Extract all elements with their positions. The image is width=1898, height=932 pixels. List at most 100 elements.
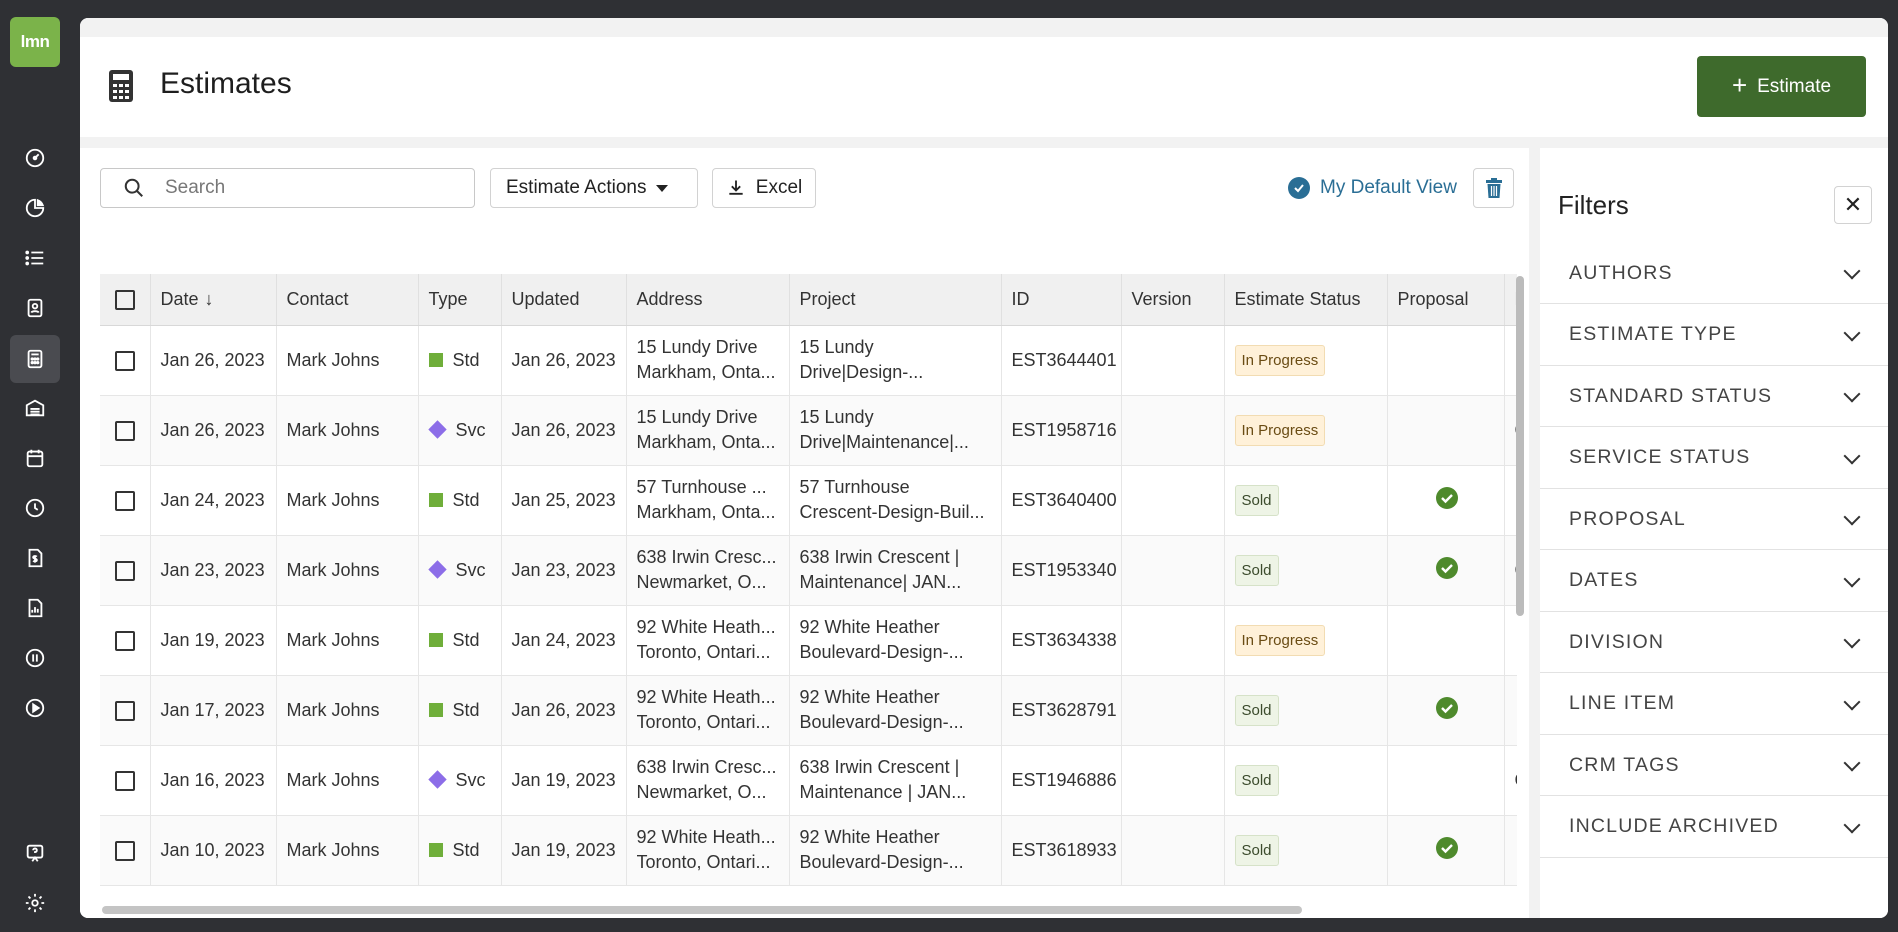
table-row[interactable]: Jan 26, 2023 Mark Johns Svc Jan 26, 2023 15 …: [100, 395, 1517, 466]
column-header-id[interactable]: ID: [1001, 274, 1122, 326]
play-icon[interactable]: [17, 690, 53, 726]
filter-crm-tags[interactable]: CRM TAGS: [1540, 735, 1888, 796]
delete-button[interactable]: [1473, 168, 1514, 208]
vertical-scrollbar[interactable]: [1516, 276, 1524, 616]
row-select-cell[interactable]: [100, 675, 151, 746]
table-row[interactable]: Jan 23, 2023 Mark Johns Svc Jan 23, 2023 638…: [100, 535, 1517, 606]
column-header-version[interactable]: Version: [1121, 274, 1225, 326]
date-cell: Jan 23, 2023: [150, 535, 277, 606]
table-row[interactable]: 513 South Unio...513 South Unionville In …: [100, 885, 1517, 886]
my-default-view-link[interactable]: My Default View: [1288, 170, 1457, 206]
estimate-actions-dropdown[interactable]: Estimate Actions: [490, 168, 698, 208]
horizontal-scrollbar[interactable]: [102, 906, 1302, 914]
date-cell: Jan 26, 2023: [150, 395, 277, 466]
column-header-type[interactable]: Type: [418, 274, 502, 326]
report-doc-icon[interactable]: [17, 590, 53, 626]
filter-line-item[interactable]: LINE ITEM: [1540, 674, 1888, 735]
table-row[interactable]: Jan 17, 2023 Mark Johns Std Jan 26, 2023 92 …: [100, 675, 1517, 746]
invoice-icon[interactable]: [17, 540, 53, 576]
row-checkbox[interactable]: [115, 630, 135, 651]
id-cell[interactable]: EST3618933: [1001, 815, 1122, 886]
select-all-checkbox[interactable]: [115, 289, 135, 310]
list-icon[interactable]: [17, 240, 53, 276]
column-label: Project: [799, 288, 856, 309]
row-checkbox[interactable]: [115, 420, 135, 441]
row-select-cell[interactable]: [100, 465, 151, 536]
service-type-diamond-icon: [427, 559, 447, 579]
dashboard-icon[interactable]: [17, 140, 53, 176]
id-cell[interactable]: EST3644401: [1001, 325, 1122, 396]
calendar-icon[interactable]: [17, 440, 53, 476]
id-cell[interactable]: EST3640400: [1001, 465, 1122, 536]
reports-pie-icon[interactable]: [17, 190, 53, 226]
row-checkbox[interactable]: [115, 840, 135, 861]
id-cell[interactable]: [1001, 885, 1122, 886]
table-row[interactable]: Jan 16, 2023 Mark Johns Svc Jan 19, 2023 638…: [100, 745, 1517, 816]
extra-cell: [1504, 885, 1517, 886]
id-cell[interactable]: EST1958716: [1001, 395, 1122, 466]
column-header-date[interactable]: Date ↓: [150, 274, 277, 326]
filter-proposal[interactable]: PROPOSAL: [1540, 489, 1888, 550]
table-row[interactable]: Jan 19, 2023 Mark Johns Std Jan 24, 2023 92 …: [100, 605, 1517, 676]
row-checkbox[interactable]: [115, 770, 135, 791]
select-all-header[interactable]: [100, 274, 151, 326]
warehouse-icon[interactable]: [17, 390, 53, 426]
settings-gear-icon[interactable]: [17, 885, 53, 921]
filter-authors[interactable]: AUTHORS: [1540, 243, 1888, 304]
row-checkbox[interactable]: [115, 350, 135, 371]
proposal-check-icon: [1435, 836, 1458, 859]
type-cell: Std: [418, 605, 502, 676]
proposal-cell: [1387, 395, 1505, 466]
search-input[interactable]: Search: [100, 168, 475, 208]
column-header-project[interactable]: Project: [789, 274, 1002, 326]
column-header-address[interactable]: Address: [626, 274, 790, 326]
row-select-cell[interactable]: [100, 815, 151, 886]
filter-label: SERVICE STATUS: [1569, 446, 1751, 468]
estimate-status-cell: Sold: [1224, 465, 1388, 536]
row-select-cell[interactable]: [100, 325, 151, 396]
column-header-proposal[interactable]: Proposal: [1387, 274, 1505, 326]
column-header-contact[interactable]: Contact: [276, 274, 419, 326]
id-cell[interactable]: EST3628791: [1001, 675, 1122, 746]
filter-division[interactable]: DIVISION: [1540, 612, 1888, 673]
filter-include-archived[interactable]: INCLUDE ARCHIVED: [1540, 797, 1888, 858]
filter-standard-status[interactable]: STANDARD STATUS: [1540, 366, 1888, 427]
status-badge: Sold: [1234, 484, 1279, 516]
row-select-cell[interactable]: [100, 605, 151, 676]
row-select-cell[interactable]: [100, 885, 151, 886]
new-estimate-button[interactable]: + Estimate: [1697, 56, 1866, 117]
id-cell[interactable]: EST3634338: [1001, 605, 1122, 676]
row-select-cell[interactable]: [100, 395, 151, 466]
estimate-status-cell: Sold: [1224, 815, 1388, 886]
id-cell[interactable]: EST1953340: [1001, 535, 1122, 606]
row-checkbox[interactable]: [115, 560, 135, 581]
row-select-cell[interactable]: [100, 745, 151, 816]
estimate-status-cell: Sold: [1224, 535, 1388, 606]
excel-export-button[interactable]: Excel: [712, 168, 816, 208]
table-row[interactable]: Jan 24, 2023 Mark Johns Std Jan 25, 2023 57 …: [100, 465, 1517, 536]
filter-service-status[interactable]: SERVICE STATUS: [1540, 428, 1888, 489]
id-cell[interactable]: EST1946886: [1001, 745, 1122, 816]
row-select-cell[interactable]: [100, 535, 151, 606]
table-row[interactable]: Jan 10, 2023 Mark Johns Std Jan 19, 2023 92 …: [100, 815, 1517, 886]
lmn-logo[interactable]: lmn: [10, 17, 60, 67]
column-header-extra[interactable]: E: [1504, 274, 1517, 326]
table-row[interactable]: Jan 26, 2023 Mark Johns Std Jan 26, 2023 15 …: [100, 325, 1517, 396]
row-checkbox[interactable]: [115, 700, 135, 721]
page-header: Estimates + Estimate: [80, 37, 1888, 137]
row-checkbox[interactable]: [115, 490, 135, 511]
filter-dates[interactable]: DATES: [1540, 551, 1888, 612]
service-type-diamond-icon: [427, 419, 447, 439]
filter-estimate-type[interactable]: ESTIMATE TYPE: [1540, 305, 1888, 366]
estimates-calculator-icon[interactable]: [10, 335, 60, 383]
quickbooks-icon[interactable]: [17, 640, 53, 676]
type-label: Std: [452, 629, 480, 650]
address-cell: 15 Lundy Drive Markham, Onta...: [626, 395, 790, 466]
version-cell: [1121, 465, 1225, 536]
column-header-updated[interactable]: Updated: [501, 274, 627, 326]
column-header-estimate-status[interactable]: Estimate Status: [1224, 274, 1388, 326]
help-icon[interactable]: [17, 835, 53, 871]
close-filters-button[interactable]: ✕: [1834, 186, 1872, 224]
contacts-icon[interactable]: [17, 290, 53, 326]
clock-icon[interactable]: [17, 490, 53, 526]
